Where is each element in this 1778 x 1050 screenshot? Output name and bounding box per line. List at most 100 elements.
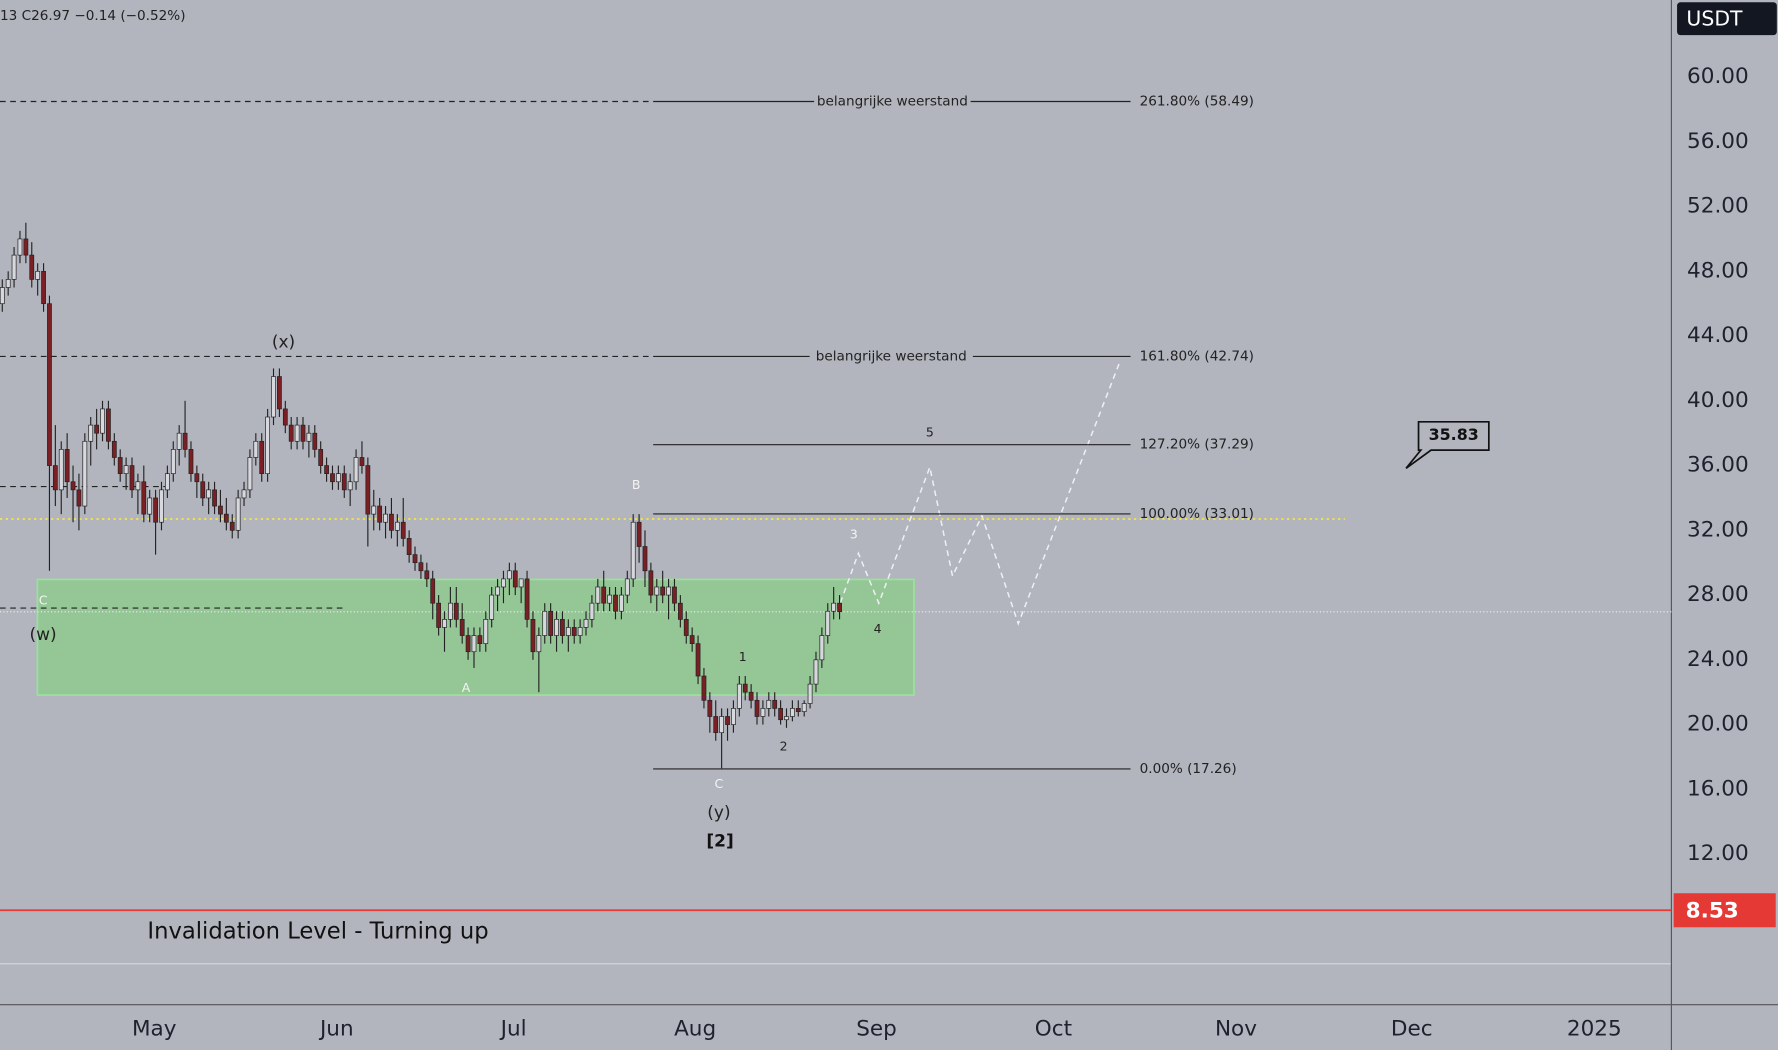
candle-body xyxy=(677,602,683,620)
wave-label: C xyxy=(715,776,724,791)
candle-body xyxy=(471,635,477,653)
candle-body xyxy=(117,457,123,475)
candle-body xyxy=(406,538,412,555)
candle-body xyxy=(153,497,158,523)
candle-body xyxy=(501,578,506,588)
x-tick-label: Oct xyxy=(1035,1017,1072,1042)
candle-body xyxy=(701,675,707,701)
wave-label: (y) xyxy=(707,803,730,823)
candle-body xyxy=(229,521,235,531)
candle-body xyxy=(442,619,447,628)
candle-body xyxy=(400,521,406,539)
y-tick-label: 48.00 xyxy=(1687,258,1749,283)
invalidation-tag xyxy=(1673,893,1776,928)
wave-label: 4 xyxy=(874,621,882,636)
candle-body xyxy=(271,376,276,418)
x-tick-label: Jul xyxy=(499,1017,527,1042)
candle-body xyxy=(483,619,489,644)
candle-body xyxy=(312,432,318,450)
candle-body xyxy=(790,708,795,717)
candle-body xyxy=(94,424,100,434)
wave-label: 1 xyxy=(739,649,747,664)
candle-body xyxy=(554,619,559,636)
candle-body xyxy=(318,449,324,466)
candle-body xyxy=(636,521,642,547)
candle-body xyxy=(695,643,701,677)
candle-body xyxy=(100,408,105,434)
candle-body xyxy=(235,497,241,531)
candle-body xyxy=(5,279,11,288)
candle-body xyxy=(353,457,359,483)
candle-body xyxy=(736,683,742,709)
projection-path xyxy=(836,360,1122,626)
candle-body xyxy=(795,708,801,712)
candle-body xyxy=(489,594,495,620)
candle-body xyxy=(394,521,400,531)
candle-body xyxy=(265,416,270,475)
candle-body xyxy=(412,554,418,564)
wave-label: [2] xyxy=(706,831,733,851)
candle-body xyxy=(595,586,601,604)
candle-body xyxy=(613,594,618,612)
candle-body xyxy=(542,610,548,636)
candle-body xyxy=(383,513,388,523)
y-tick-label: 12.00 xyxy=(1687,841,1749,866)
y-tick-label: 28.00 xyxy=(1687,582,1749,607)
candle-body xyxy=(801,703,807,712)
currency-label: USDT xyxy=(1686,6,1743,30)
y-tick-label: 44.00 xyxy=(1687,323,1749,348)
candle-body xyxy=(583,619,589,628)
candle-body xyxy=(506,570,512,580)
candle-body xyxy=(159,489,164,523)
y-tick-label: 32.00 xyxy=(1687,517,1749,542)
candle-body xyxy=(341,473,347,491)
candle-body xyxy=(630,521,636,580)
resistance-label: belangrijke weerstand xyxy=(816,348,967,364)
fib-label: 161.80% (42.74) xyxy=(1140,348,1254,364)
candle-body xyxy=(430,578,436,604)
candle-body xyxy=(518,578,524,588)
candle-body xyxy=(477,635,483,644)
x-tick-label: Aug xyxy=(674,1017,716,1042)
candle-body xyxy=(725,716,730,725)
header-legend: 13 C26.97 −0.14 (−0.52%) xyxy=(0,8,186,24)
candle-body xyxy=(282,408,288,426)
candle-body xyxy=(212,489,217,507)
candle-body xyxy=(683,619,689,636)
y-tick-label: 56.00 xyxy=(1687,129,1749,154)
candle-body xyxy=(748,691,754,701)
candle-body xyxy=(247,457,253,491)
candle-body xyxy=(52,465,58,491)
candle-body xyxy=(241,489,247,499)
x-tick-label: Jun xyxy=(318,1017,354,1042)
candle-body xyxy=(548,610,554,636)
currency-tag xyxy=(1677,2,1777,36)
candle-body xyxy=(347,481,353,491)
candle-body xyxy=(170,449,176,475)
candle-body xyxy=(141,481,147,515)
candle-body xyxy=(672,586,677,604)
candle-body xyxy=(619,594,624,612)
candle-body xyxy=(465,635,471,653)
candle-body xyxy=(206,489,212,499)
candle-body xyxy=(453,602,459,620)
wave-label: B xyxy=(632,477,641,492)
candle-body xyxy=(147,497,153,515)
candle-body xyxy=(577,627,583,636)
invalidation-label: Invalidation Level - Turning up xyxy=(147,919,488,945)
candle-body xyxy=(654,586,660,596)
candle-body xyxy=(11,254,17,280)
candle-body xyxy=(607,594,612,604)
candle-body xyxy=(389,513,394,531)
candle-body xyxy=(106,408,111,442)
candle-body xyxy=(288,424,294,442)
candle-body xyxy=(200,481,206,499)
candle-body xyxy=(648,570,654,596)
candle-body xyxy=(495,586,500,596)
invalidation-price: 8.53 xyxy=(1686,898,1739,923)
candle-body xyxy=(123,465,129,475)
wave-label: C xyxy=(39,592,48,607)
wave-label: (w) xyxy=(30,625,57,645)
candle-body xyxy=(424,570,430,580)
